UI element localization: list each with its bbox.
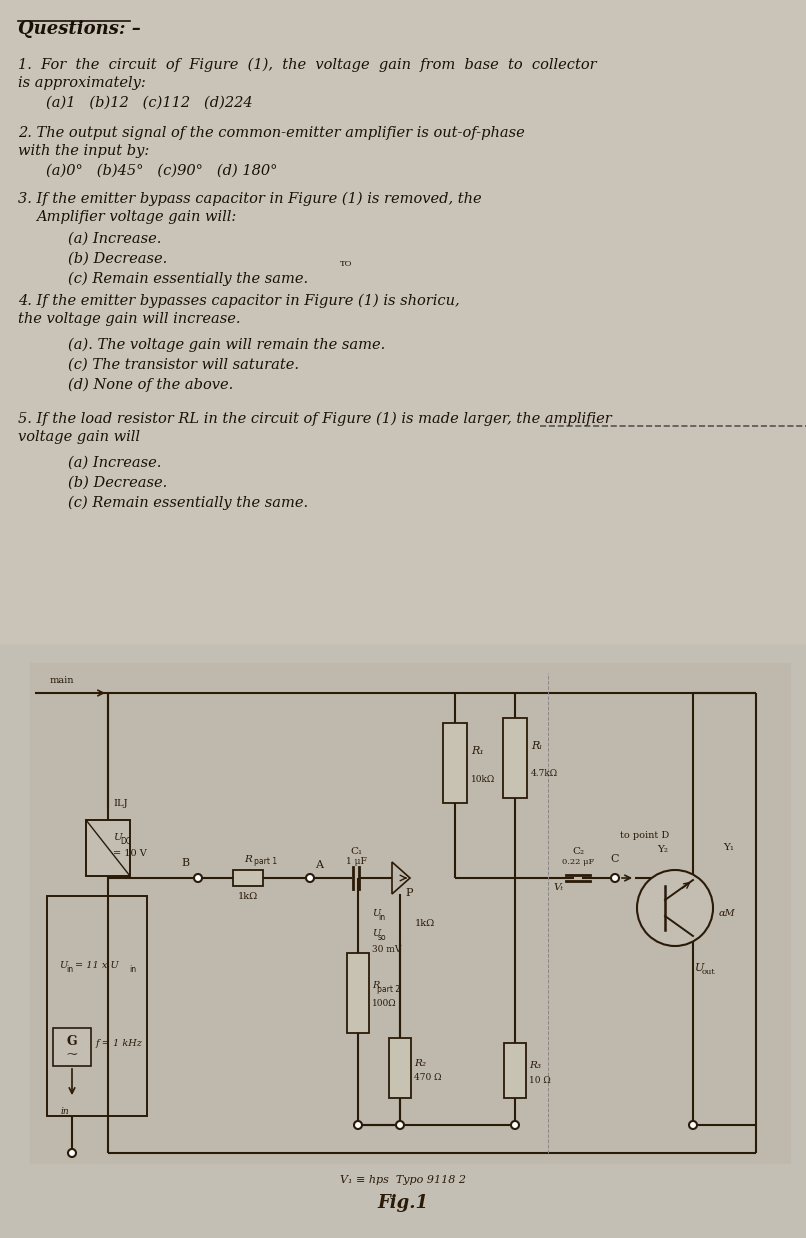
Circle shape: [689, 1120, 697, 1129]
Text: in: in: [378, 912, 385, 921]
Text: 4.7kΩ: 4.7kΩ: [531, 770, 558, 779]
Circle shape: [637, 870, 713, 946]
Text: so: so: [378, 932, 387, 942]
Bar: [389, 1037, 411, 1098]
Text: Y₂: Y₂: [658, 846, 668, 854]
Text: (a) Increase.: (a) Increase.: [68, 456, 161, 470]
Text: 10 Ω: 10 Ω: [529, 1076, 550, 1084]
Text: B: B: [182, 858, 190, 868]
Text: Amplifier voltage gain will:: Amplifier voltage gain will:: [36, 210, 236, 224]
Text: = 10 V: = 10 V: [113, 848, 147, 858]
Text: Fig.1: Fig.1: [377, 1193, 429, 1212]
Text: (c) The transistor will saturate.: (c) The transistor will saturate.: [68, 358, 299, 371]
Text: R₂: R₂: [414, 1058, 426, 1067]
Text: R: R: [244, 855, 252, 864]
Bar: [0, 643, 806, 1238]
Text: U: U: [372, 928, 380, 937]
Text: 1kΩ: 1kΩ: [415, 919, 435, 927]
Bar: [347, 953, 369, 1032]
Text: R₁: R₁: [471, 747, 484, 756]
Bar: [503, 718, 527, 799]
Text: 2. The output signal of the common-emitter amplifier is out-of-phase: 2. The output signal of the common-emitt…: [18, 126, 525, 140]
Text: = 11 x U: = 11 x U: [75, 962, 118, 971]
Text: (b) Decrease.: (b) Decrease.: [68, 475, 168, 490]
Text: (a). The voltage gain will remain the same.: (a). The voltage gain will remain the sa…: [68, 338, 385, 353]
Bar: [504, 1042, 526, 1098]
Text: (a)0°   (b)45°   (c)90°   (d) 180°: (a)0° (b)45° (c)90° (d) 180°: [46, 163, 277, 178]
Text: 3. If the emitter bypass capacitor in Figure (1) is removed, the: 3. If the emitter bypass capacitor in Fi…: [18, 192, 482, 207]
Bar: [443, 723, 467, 803]
Text: part 1: part 1: [254, 857, 277, 867]
Text: Y₁: Y₁: [723, 843, 734, 852]
Text: R: R: [372, 980, 380, 989]
Text: in: in: [129, 966, 136, 974]
Text: (a)1   (b)12   (c)112   (d)224: (a)1 (b)12 (c)112 (d)224: [46, 97, 252, 110]
Text: 0.22 μF: 0.22 μF: [562, 858, 594, 867]
Text: Rₗ: Rₗ: [531, 742, 542, 751]
Text: (a) Increase.: (a) Increase.: [68, 232, 161, 246]
Text: 1.  For  the  circuit  of  Figure  (1),  the  voltage  gain  from  base  to  col: 1. For the circuit of Figure (1), the vo…: [18, 58, 596, 72]
Bar: [233, 870, 263, 886]
Circle shape: [511, 1120, 519, 1129]
Text: in: in: [66, 966, 73, 974]
Text: 1 μF: 1 μF: [346, 857, 367, 867]
Text: U: U: [372, 909, 380, 917]
Text: 470 Ω: 470 Ω: [414, 1073, 442, 1082]
Circle shape: [306, 874, 314, 881]
Text: ILJ: ILJ: [113, 799, 127, 808]
Text: voltage gain will: voltage gain will: [18, 430, 140, 444]
Text: to point D: to point D: [620, 831, 669, 841]
Bar: [86, 820, 130, 877]
Text: with the input by:: with the input by:: [18, 144, 149, 158]
Bar: [0, 0, 806, 643]
Text: 100Ω: 100Ω: [372, 999, 397, 1008]
Text: U: U: [113, 833, 122, 843]
Text: the voltage gain will increase.: the voltage gain will increase.: [18, 312, 240, 326]
Text: TO: TO: [340, 260, 352, 267]
Text: U: U: [695, 963, 704, 973]
Circle shape: [611, 874, 619, 881]
Text: Questions: –: Questions: –: [18, 20, 141, 38]
Text: C: C: [611, 854, 619, 864]
Text: part 2: part 2: [377, 984, 400, 994]
Text: 10kΩ: 10kΩ: [471, 775, 495, 784]
Text: (c) Remain essentially the same.: (c) Remain essentially the same.: [68, 272, 308, 286]
Text: C₁: C₁: [350, 847, 362, 855]
Circle shape: [194, 874, 202, 881]
Circle shape: [354, 1120, 362, 1129]
Text: in: in: [60, 1107, 69, 1115]
Circle shape: [68, 1149, 76, 1158]
Bar: [30, 664, 790, 1162]
Bar: [53, 1028, 91, 1066]
Text: is approximately:: is approximately:: [18, 76, 146, 90]
Text: (d) None of the above.: (d) None of the above.: [68, 378, 233, 392]
Text: DC: DC: [120, 837, 131, 847]
Text: Vₜ: Vₜ: [553, 883, 563, 893]
Text: main: main: [50, 676, 74, 685]
Text: (b) Decrease.: (b) Decrease.: [68, 253, 168, 266]
Text: (c) Remain essentially the same.: (c) Remain essentially the same.: [68, 496, 308, 510]
Text: 5. If the load resistor RL in the circuit of Figure (1) is made larger, the ampl: 5. If the load resistor RL in the circui…: [18, 412, 612, 426]
Text: 30 mV: 30 mV: [372, 946, 401, 954]
Text: A: A: [315, 860, 323, 870]
Text: f = 1 kHz: f = 1 kHz: [96, 1039, 143, 1047]
Text: P: P: [405, 888, 413, 898]
Bar: [47, 896, 147, 1115]
Text: R₃: R₃: [529, 1061, 541, 1070]
Text: U: U: [59, 962, 67, 971]
Circle shape: [396, 1120, 404, 1129]
Text: 4. If the emitter bypasses capacitor in Figure (1) is shoricu,: 4. If the emitter bypasses capacitor in …: [18, 293, 459, 308]
Text: αM: αM: [719, 909, 736, 917]
Bar: [0, 0, 806, 643]
Text: ~: ~: [65, 1047, 78, 1062]
Text: 1kΩ: 1kΩ: [238, 893, 258, 901]
Text: V₁ ≡ hps  Typo 9118 2: V₁ ≡ hps Typo 9118 2: [340, 1175, 466, 1185]
Text: G: G: [67, 1035, 77, 1047]
Text: out: out: [702, 968, 716, 976]
Text: C₂: C₂: [572, 847, 584, 855]
